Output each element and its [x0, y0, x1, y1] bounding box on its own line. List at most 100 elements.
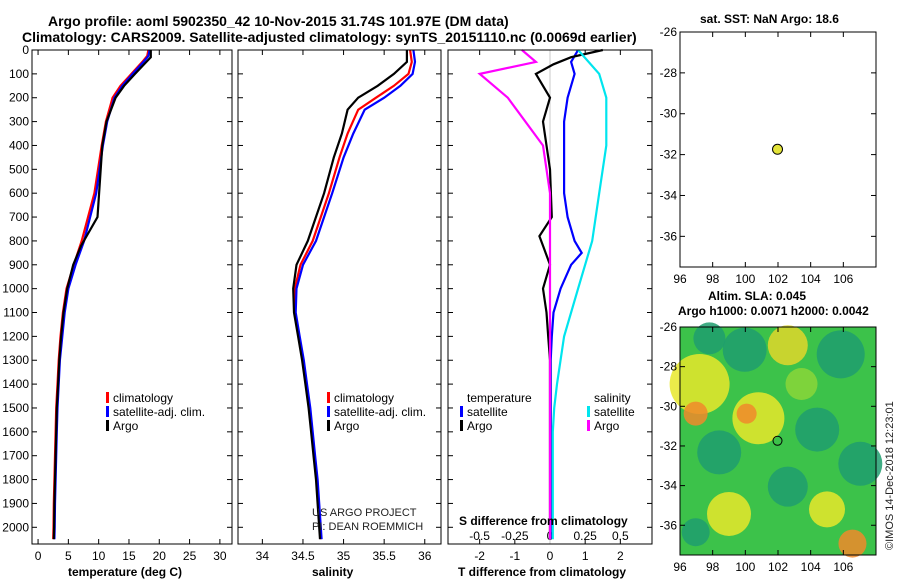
y-tick-label: 400 — [9, 138, 29, 152]
series-s-argo — [477, 49, 552, 540]
y-tick-label: -30 — [660, 107, 678, 121]
y-tick-label: 1100 — [3, 306, 29, 320]
legend-clim: climatology — [334, 391, 394, 405]
sla-anomaly-blob — [669, 354, 730, 414]
legend-sat: satellite-adj. clim. — [334, 405, 426, 419]
x-tick-label: 98 — [706, 272, 720, 286]
temperature-legend: climatology satellite-adj. clim. Argo — [106, 391, 205, 433]
legend-swatch-t-argo — [460, 420, 463, 431]
panel-frame — [237, 49, 442, 545]
s-diff-tick-label: -0.5 — [469, 529, 490, 543]
y-tick-label: 1000 — [2, 282, 29, 296]
legend-swatch-s-sat — [587, 406, 590, 417]
sla-map-title1: Altim. SLA: 0.045 — [708, 289, 806, 303]
x-tick-label: 1 — [582, 549, 589, 563]
y-tick-label: 200 — [9, 91, 29, 105]
title-line1: Argo profile: aoml 5902350_42 10-Nov-201… — [48, 13, 509, 29]
salinity-panel: 34 34.5 35 35.5 36 — [237, 49, 442, 563]
x-tick-label: 35.5 — [372, 549, 396, 563]
x-tick-label: 102 — [768, 560, 788, 574]
sla-map-title2: Argo h1000: 0.0071 h2000: 0.0042 — [678, 304, 869, 318]
x-tick-label: 106 — [833, 272, 853, 286]
y-tick-label: 2000 — [2, 520, 29, 534]
pi-note: PI: DEAN ROEMMICH — [312, 521, 423, 533]
x-tick-label: 15 — [122, 549, 136, 563]
y-tick-label: -34 — [660, 188, 678, 202]
y-tick-label: 1800 — [2, 473, 29, 487]
x-tick-label: 10 — [92, 549, 106, 563]
legend-swatch-t-sat — [460, 406, 463, 417]
x-tick-label: 0 — [547, 549, 554, 563]
x-tick-label: 96 — [673, 272, 687, 286]
sla-anomaly-blob — [816, 330, 865, 379]
x-tick-label: 0 — [35, 549, 42, 563]
y-tick-label: 1400 — [2, 377, 29, 391]
t-diff-xlabel: T difference from climatology — [458, 565, 626, 579]
legend-t-argo: Argo — [467, 419, 493, 433]
sla-anomaly-blob — [683, 401, 708, 426]
series-argo — [52, 50, 152, 540]
legend-argo: Argo — [113, 419, 139, 433]
legend-salinity-title: salinity — [594, 391, 631, 405]
x-tick-label: 5 — [65, 549, 72, 563]
sla-anomaly-blob — [736, 403, 757, 424]
y-tick-label: 1900 — [2, 496, 29, 510]
sla-anomaly-blob — [767, 325, 808, 366]
y-tick-label: 1300 — [2, 353, 29, 367]
sst-map-title: sat. SST: NaN Argo: 18.6 — [700, 12, 839, 26]
y-tick-label: 300 — [9, 115, 29, 129]
temperature-panel: 0100200300400500600700800900100011001200… — [2, 43, 233, 563]
panel-frame — [447, 49, 653, 545]
y-tick-label: 900 — [9, 258, 29, 272]
y-tick-label: -32 — [660, 439, 678, 453]
sla-anomaly-blob — [795, 407, 840, 452]
legend-s-argo: Argo — [594, 419, 620, 433]
float-position-marker — [772, 143, 784, 155]
sla-anomaly-blob — [693, 322, 726, 355]
series-satellite-adj-clim- — [294, 49, 417, 540]
x-tick-label: 30 — [213, 549, 227, 563]
x-tick-label: 98 — [706, 560, 720, 574]
legend-swatch-clim — [106, 392, 109, 403]
salinity-xlabel: salinity — [312, 565, 354, 579]
y-tick-label: -34 — [660, 479, 678, 493]
series-argo — [292, 50, 408, 540]
legend-s-sat: satellite — [594, 405, 635, 419]
x-tick-label: 100 — [735, 272, 755, 286]
project-note: US ARGO PROJECT — [312, 507, 417, 519]
s-diff-xlabel: S difference from climatology — [459, 514, 628, 528]
difference-legend: temperature satellite Argo salinity sate… — [460, 391, 635, 433]
map-frame — [679, 326, 877, 556]
x-tick-label: 25 — [183, 549, 197, 563]
sla-anomaly-blob — [697, 430, 742, 475]
sla-anomaly-blob — [838, 441, 883, 486]
y-tick-label: 1600 — [2, 425, 29, 439]
sst-map: 96 98 100 102 104 106 -26 -28 -30 -32 -34 -36 — [660, 25, 877, 286]
title-line2: Climatology: CARS2009. Satellite-adjuste… — [22, 29, 637, 45]
panel-frame — [31, 49, 233, 545]
legend-t-sat: satellite — [467, 405, 508, 419]
y-tick-label: 700 — [9, 210, 29, 224]
x-tick-label: 35 — [337, 549, 351, 563]
salinity-legend: climatology satellite-adj. clim. Argo US… — [312, 391, 426, 533]
legend-swatch-argo — [327, 420, 330, 431]
temperature-xlabel: temperature (deg C) — [68, 565, 182, 579]
y-tick-label: 0 — [22, 43, 29, 57]
y-tick-label: -32 — [660, 148, 678, 162]
y-tick-label: -30 — [660, 399, 678, 413]
legend-swatch-sat — [327, 406, 330, 417]
legend-swatch-sat — [106, 406, 109, 417]
s-diff-tick-label: -0.25 — [501, 529, 529, 543]
y-tick-label: -36 — [660, 518, 678, 532]
x-tick-label: 106 — [833, 560, 853, 574]
legend-temperature-title: temperature — [467, 391, 532, 405]
y-tick-label: -26 — [660, 25, 678, 39]
x-tick-label: 96 — [673, 560, 687, 574]
x-tick-label: 104 — [801, 560, 821, 574]
s-diff-tick-label: 0.25 — [573, 529, 597, 543]
x-tick-label: 2 — [617, 549, 624, 563]
x-tick-label: -1 — [509, 549, 520, 563]
s-diff-tick-label: 0.5 — [612, 529, 629, 543]
